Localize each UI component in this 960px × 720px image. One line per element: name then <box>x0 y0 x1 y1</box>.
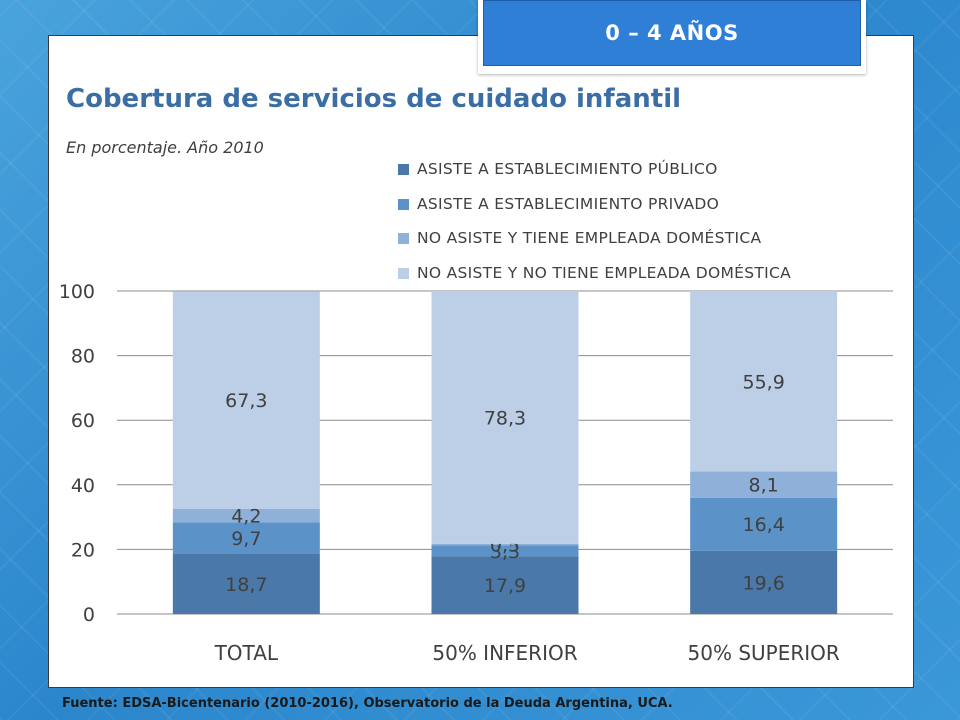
x-tick-label: 50% SUPERIOR <box>688 641 840 665</box>
age-badge: 0 – 4 AÑOS <box>478 0 866 74</box>
bar-segment <box>431 543 579 546</box>
y-tick-label: 80 <box>71 346 95 368</box>
data-label: 78,3 <box>484 407 526 429</box>
legend-swatch <box>398 267 409 279</box>
chart-title: Cobertura de servicios de cuidado infant… <box>66 84 682 114</box>
bar-segment <box>690 497 838 551</box>
bar-segment <box>431 545 579 557</box>
data-label: 55,9 <box>743 371 785 393</box>
y-tick-label: 100 <box>59 281 95 303</box>
legend-swatch <box>398 233 409 244</box>
data-label: 18,7 <box>225 574 267 596</box>
data-label: 3,3 <box>490 541 520 563</box>
x-tick-label: 50% INFERIOR <box>432 641 577 665</box>
data-label: 67,3 <box>225 390 267 412</box>
data-label: 8,1 <box>749 475 779 497</box>
data-label: 4,2 <box>231 505 261 527</box>
legend-label: ASISTE A ESTABLECIMIENTO PRIVADO <box>417 194 720 213</box>
y-tick-label: 40 <box>71 475 95 497</box>
bar-segment <box>690 550 838 614</box>
chart-subtitle: En porcentaje. Año 2010 <box>66 138 264 157</box>
bar-segment <box>172 553 320 614</box>
bar-segment <box>431 556 579 614</box>
bar-segment <box>172 508 320 523</box>
y-tick-label: 60 <box>71 410 95 432</box>
legend-label: NO ASISTE Y TIENE EMPLEADA DOMÉSTICA <box>417 229 762 247</box>
bar-segment <box>172 291 320 509</box>
bar-segment <box>431 291 579 544</box>
bar-segment <box>690 291 838 472</box>
bar-segment <box>172 522 320 554</box>
y-tick-label: 0 <box>83 604 95 626</box>
source-note: Fuente: EDSA-Bicentenario (2010-2016), O… <box>62 696 673 711</box>
legend-swatch <box>398 164 409 175</box>
age-badge-label: 0 – 4 AÑOS <box>483 0 861 66</box>
x-tick-label: TOTAL <box>214 641 279 665</box>
legend-swatch <box>398 198 409 210</box>
legend-label: ASISTE A ESTABLECIMIENTO PÚBLICO <box>417 160 718 178</box>
y-tick-label: 20 <box>71 539 95 561</box>
data-label: 16,4 <box>743 514 785 536</box>
bar-segment <box>690 471 838 498</box>
legend-label: NO ASISTE Y NO TIENE EMPLEADA DOMÉSTICA <box>417 263 792 282</box>
data-label: 9,7 <box>231 528 261 550</box>
data-label: 17,9 <box>484 575 526 597</box>
data-label: 19,6 <box>743 572 785 594</box>
